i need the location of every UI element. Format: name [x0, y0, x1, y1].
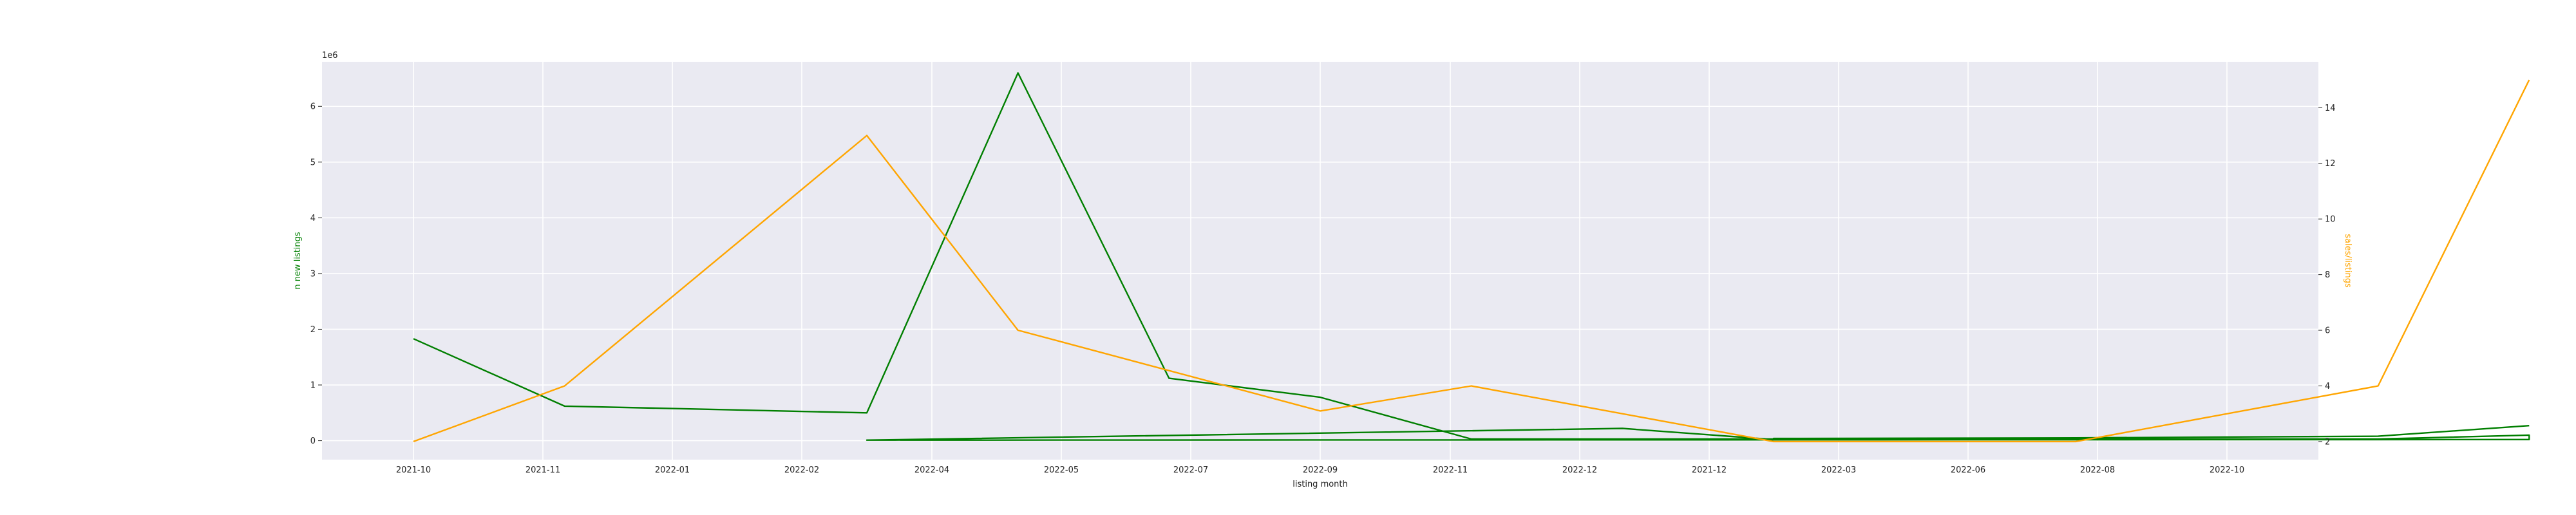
y-left-tick-label: 0	[310, 436, 316, 446]
x-tick-label: 2022-09	[1303, 465, 1338, 475]
x-axis-ticks: 2021-10 2021-11 2022-01 2022-02 2022-04 2022-…	[396, 465, 2244, 475]
grid	[322, 62, 2318, 460]
y-left-axis-ticks: 0 1 2 3 4 5 6	[310, 102, 322, 446]
x-tick-label: 2021-11	[526, 465, 560, 475]
y-left-tick-label: 1	[310, 381, 316, 391]
y-left-tick-label: 2	[310, 325, 316, 335]
y-left-tick-label: 5	[310, 158, 316, 167]
y-left-axis-label: n new listings	[293, 232, 303, 290]
y-right-tick-label: 6	[2325, 326, 2330, 336]
y-left-offset-label: 1e6	[322, 51, 338, 61]
y-right-tick-label: 10	[2325, 215, 2336, 225]
y-right-axis-ticks: 2 4 6 8 10 12 14	[2318, 104, 2336, 447]
y-right-tick-label: 14	[2325, 104, 2336, 113]
x-tick-label: 2022-04	[914, 465, 949, 475]
y-right-tick-label: 2	[2325, 437, 2330, 447]
x-tick-label: 2021-10	[396, 465, 431, 475]
x-tick-label: 2022-01	[655, 465, 690, 475]
y-right-axis-label: sales/listings	[2343, 234, 2353, 288]
y-right-tick-label: 4	[2325, 382, 2330, 391]
x-tick-label: 2022-02	[784, 465, 819, 475]
y-right-tick-label: 12	[2325, 159, 2336, 169]
x-tick-label: 2022-12	[1562, 465, 1597, 475]
y-right-tick-label: 8	[2325, 270, 2330, 280]
x-tick-label: 2022-08	[2080, 465, 2115, 475]
series-line-sales-listings	[413, 79, 2530, 443]
x-tick-label: 2022-10	[2210, 465, 2244, 475]
x-tick-label: 2021-12	[1692, 465, 1727, 475]
x-axis-label: listing month	[1293, 480, 1348, 489]
x-tick-label: 2022-06	[1951, 465, 1985, 475]
series-line-new-listings	[413, 72, 2530, 441]
y-left-tick-label: 6	[310, 102, 316, 112]
series-layer	[413, 72, 2530, 443]
x-tick-label: 2022-07	[1173, 465, 1208, 475]
x-tick-label: 2022-11	[1433, 465, 1468, 475]
x-tick-label: 2022-05	[1044, 465, 1079, 475]
y-left-tick-label: 3	[310, 269, 316, 279]
y-left-tick-label: 4	[310, 214, 316, 223]
x-tick-label: 2022-03	[1821, 465, 1856, 475]
